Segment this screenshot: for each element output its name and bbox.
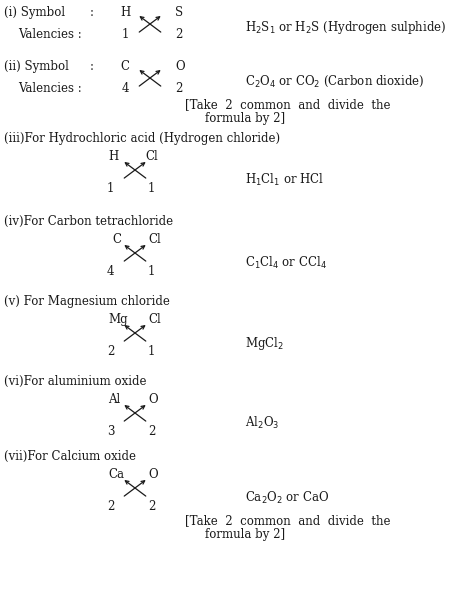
Text: Al: Al bbox=[108, 393, 120, 406]
Text: 1: 1 bbox=[107, 182, 114, 195]
Text: 2: 2 bbox=[107, 345, 114, 358]
Text: Valencies :: Valencies : bbox=[18, 28, 82, 41]
Text: 1: 1 bbox=[148, 345, 155, 358]
Text: (ii) Symbol: (ii) Symbol bbox=[4, 60, 69, 73]
Text: H$_2$S$_1$ or H$_2$S (Hydrogen sulphide): H$_2$S$_1$ or H$_2$S (Hydrogen sulphide) bbox=[245, 19, 447, 36]
Text: Mg: Mg bbox=[108, 313, 128, 326]
Text: H: H bbox=[108, 150, 118, 163]
Text: Cl: Cl bbox=[145, 150, 158, 163]
Text: C: C bbox=[120, 60, 129, 73]
Text: 4: 4 bbox=[122, 82, 130, 95]
Text: formula by 2]: formula by 2] bbox=[205, 528, 285, 541]
Text: 4: 4 bbox=[107, 265, 114, 278]
Text: 1: 1 bbox=[122, 28, 130, 41]
Text: (vii)For Calcium oxide: (vii)For Calcium oxide bbox=[4, 450, 136, 463]
Text: H: H bbox=[120, 6, 130, 19]
Text: C$_1$Cl$_4$ or CCl$_4$: C$_1$Cl$_4$ or CCl$_4$ bbox=[245, 255, 327, 271]
Text: 2: 2 bbox=[148, 500, 155, 513]
Text: C: C bbox=[112, 233, 121, 246]
Text: 2: 2 bbox=[175, 82, 183, 95]
Text: O: O bbox=[148, 393, 158, 406]
Text: formula by 2]: formula by 2] bbox=[205, 112, 285, 125]
Text: H$_1$Cl$_1$ or HCl: H$_1$Cl$_1$ or HCl bbox=[245, 172, 324, 188]
Text: MgCl$_2$: MgCl$_2$ bbox=[245, 335, 284, 352]
Text: :: : bbox=[90, 6, 94, 19]
Text: (iii)For Hydrochloric acid (Hydrogen chloride): (iii)For Hydrochloric acid (Hydrogen chl… bbox=[4, 132, 280, 145]
Text: [Take  2  common  and  divide  the: [Take 2 common and divide the bbox=[185, 98, 391, 111]
Text: Al$_2$O$_3$: Al$_2$O$_3$ bbox=[245, 415, 279, 431]
Text: 3: 3 bbox=[107, 425, 114, 438]
Text: Cl: Cl bbox=[148, 233, 161, 246]
Text: Ca: Ca bbox=[108, 468, 124, 481]
Text: :: : bbox=[90, 60, 94, 73]
Text: S: S bbox=[175, 6, 183, 19]
Text: O: O bbox=[175, 60, 184, 73]
Text: 1: 1 bbox=[148, 265, 155, 278]
Text: Ca$_2$O$_2$ or CaO: Ca$_2$O$_2$ or CaO bbox=[245, 490, 329, 506]
Text: (vi)For aluminium oxide: (vi)For aluminium oxide bbox=[4, 375, 147, 388]
Text: 1: 1 bbox=[148, 182, 155, 195]
Text: Cl: Cl bbox=[148, 313, 161, 326]
Text: (i) Symbol: (i) Symbol bbox=[4, 6, 65, 19]
Text: O: O bbox=[148, 468, 158, 481]
Text: 2: 2 bbox=[148, 425, 155, 438]
Text: [Take  2  common  and  divide  the: [Take 2 common and divide the bbox=[185, 514, 391, 527]
Text: 2: 2 bbox=[175, 28, 183, 41]
Text: Valencies :: Valencies : bbox=[18, 82, 82, 95]
Text: 2: 2 bbox=[107, 500, 114, 513]
Text: C$_2$O$_4$ or CO$_2$ (Carbon dioxide): C$_2$O$_4$ or CO$_2$ (Carbon dioxide) bbox=[245, 74, 424, 89]
Text: (iv)For Carbon tetrachloride: (iv)For Carbon tetrachloride bbox=[4, 215, 173, 228]
Text: (v) For Magnesium chloride: (v) For Magnesium chloride bbox=[4, 295, 170, 308]
